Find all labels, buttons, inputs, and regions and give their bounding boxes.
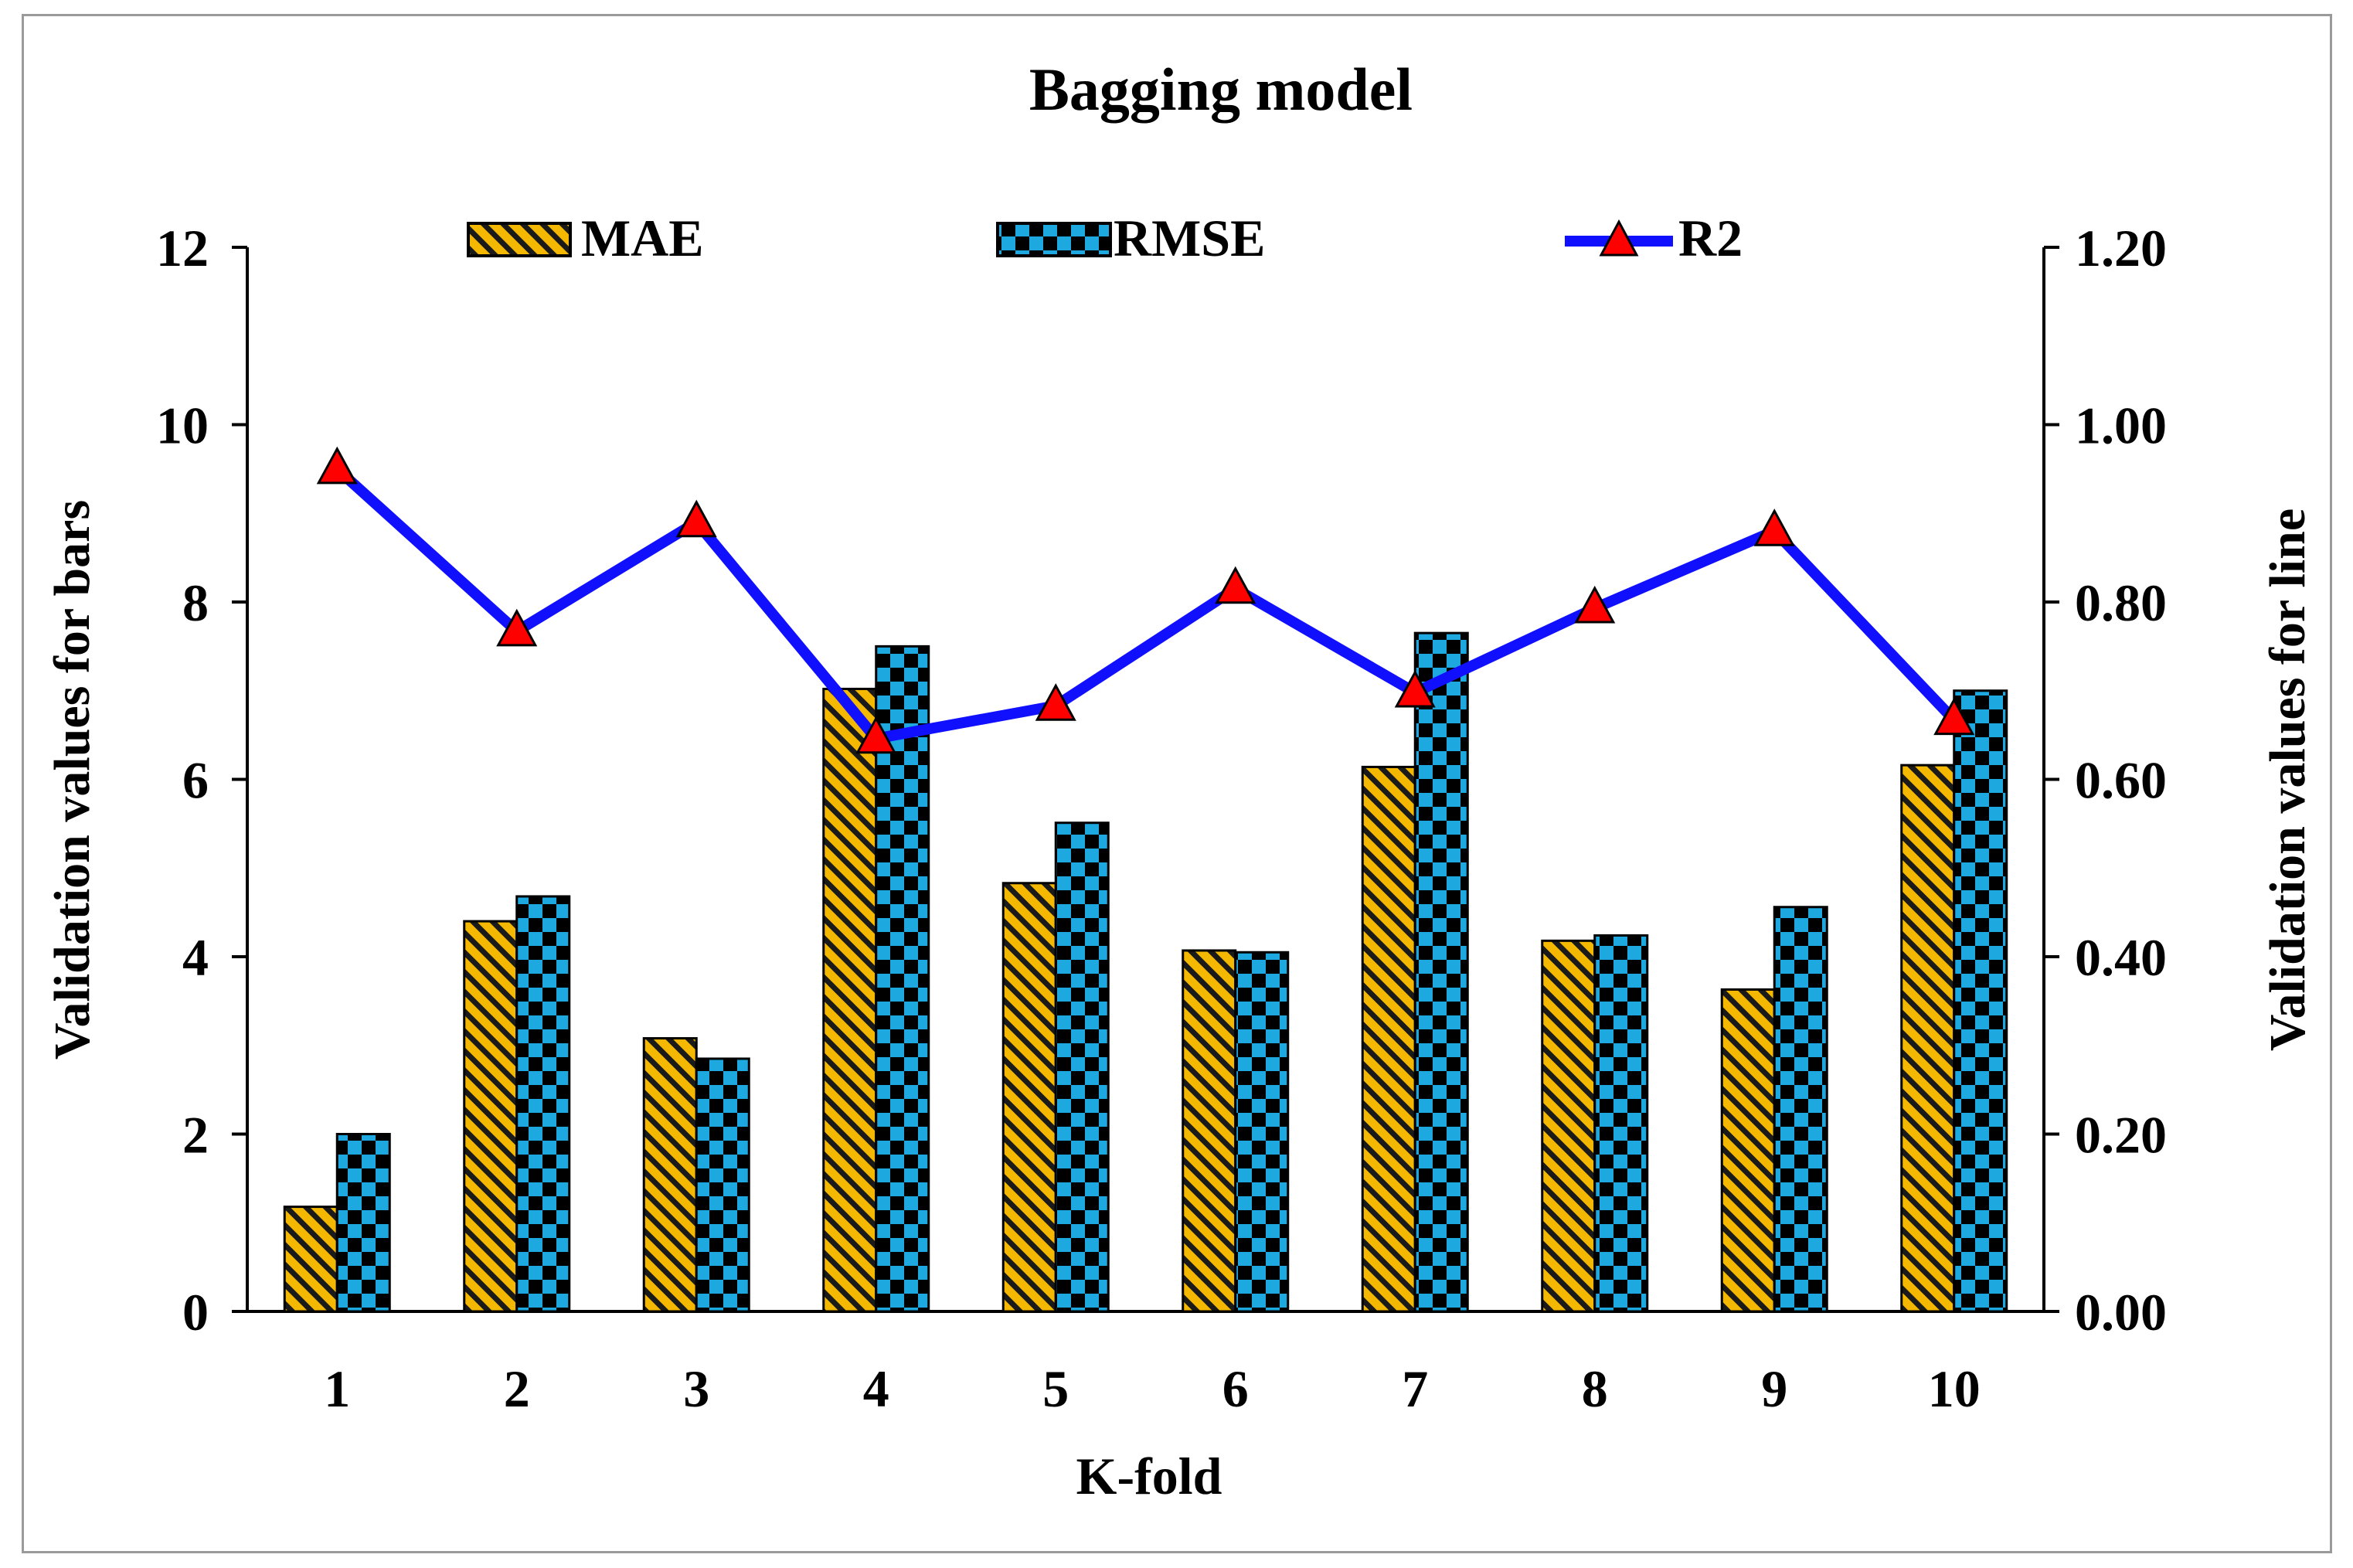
- legend-label-mae: MAE: [581, 209, 704, 267]
- y2-tick-label: 1.20: [2075, 219, 2167, 277]
- legend-swatch-mae: [467, 222, 572, 257]
- bar-rmse: [1953, 689, 2008, 1313]
- legend-marker-r2: [1599, 219, 1639, 257]
- chart-title: Bagging model: [1029, 56, 1413, 123]
- bar-rmse: [1593, 934, 1649, 1313]
- x-tick-label: 6: [1222, 1359, 1249, 1418]
- legend-swatch-rmse: [996, 222, 1112, 257]
- y-tick-label: 4: [182, 928, 209, 987]
- bar-mae: [1900, 764, 1956, 1313]
- y2-ticks: 0.00 0.20 0.40 0.60 0.80 1.00 1.20: [2044, 219, 2167, 1342]
- r2-point: [1753, 508, 1795, 546]
- x-axis-label: K-fold: [1076, 1447, 1222, 1505]
- x-tick-label: 9: [1761, 1359, 1787, 1418]
- y-tick-label: 8: [182, 573, 209, 632]
- bar-mae: [1182, 949, 1237, 1313]
- y2-tick-label: 0.00: [2075, 1283, 2167, 1342]
- y2-tick-label: 0.20: [2075, 1106, 2167, 1165]
- bar-rmse: [335, 1133, 391, 1313]
- y2-tick-label: 0.40: [2075, 928, 2167, 987]
- legend-label-rmse: RMSE: [1114, 209, 1265, 267]
- x-tick-label: 8: [1582, 1359, 1608, 1418]
- x-tick-label: 10: [1928, 1359, 1981, 1418]
- legend: MAE RMSE R2: [467, 209, 1743, 267]
- r2-line: [333, 464, 1958, 744]
- bar-rmse: [695, 1057, 750, 1313]
- bar-mae: [822, 687, 878, 1313]
- r2-point: [1035, 683, 1076, 721]
- bar-mae: [1720, 988, 1776, 1313]
- bar-mae: [283, 1206, 338, 1313]
- y-tick-label: 6: [182, 751, 209, 810]
- r2-point: [1933, 697, 1975, 736]
- bar-rmse: [1773, 906, 1828, 1313]
- bar-rmse: [1234, 951, 1290, 1313]
- x-tick-label: 5: [1042, 1359, 1069, 1418]
- y2-tick-label: 1.00: [2075, 396, 2167, 455]
- bar-mae: [1001, 882, 1057, 1313]
- r2-point: [316, 446, 358, 485]
- bar-mae: [1541, 939, 1596, 1313]
- r2-point: [496, 608, 538, 647]
- x-ticks: 1 2 3 4 5 6 7 8 9 10: [324, 1359, 1981, 1418]
- r2-point: [1394, 669, 1436, 708]
- bars-rmse: [335, 631, 2008, 1313]
- y-axis-label: Validation values for bars: [44, 500, 100, 1060]
- y2-tick-label: 0.80: [2075, 573, 2167, 632]
- bar-rmse: [1054, 821, 1110, 1313]
- x-tick-label: 4: [863, 1359, 889, 1418]
- legend-label-r2: R2: [1678, 209, 1743, 267]
- r2-series: [316, 446, 1975, 754]
- bar-mae: [463, 920, 519, 1313]
- bar-rmse: [875, 645, 930, 1313]
- y-ticks: 0 2 4 6 8 10 12: [156, 219, 247, 1342]
- bar-rmse: [515, 895, 571, 1313]
- y-tick-label: 2: [182, 1106, 209, 1165]
- r2-point: [855, 716, 897, 754]
- x-tick-label: 3: [683, 1359, 709, 1418]
- y-tick-label: 0: [182, 1283, 209, 1342]
- x-tick-label: 1: [324, 1359, 350, 1418]
- bars-mae: [283, 687, 1956, 1313]
- r2-point: [1215, 566, 1256, 604]
- bar-mae: [1361, 765, 1416, 1313]
- y2-axis-label: Validation values for line: [2259, 508, 2316, 1051]
- x-tick-label: 2: [504, 1359, 530, 1418]
- y2-tick-label: 0.60: [2075, 751, 2167, 810]
- r2-point: [1574, 585, 1616, 624]
- r2-point: [675, 499, 717, 538]
- bar-mae: [642, 1037, 698, 1313]
- y-tick-label: 12: [156, 219, 209, 277]
- bar-rmse: [1413, 631, 1469, 1313]
- y-tick-label: 10: [156, 396, 209, 455]
- x-tick-label: 7: [1402, 1359, 1428, 1418]
